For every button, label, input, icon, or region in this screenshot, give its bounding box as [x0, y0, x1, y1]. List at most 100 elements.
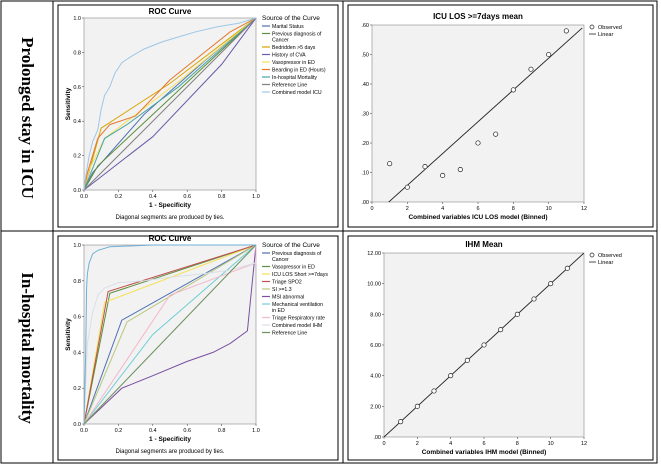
- y-tick-label: 6.00: [370, 343, 381, 349]
- observed-point: [498, 327, 504, 333]
- footnote: Diagonal segments are produced by ties.: [115, 215, 224, 221]
- y-tick-label: .40: [361, 82, 369, 88]
- legend-item-line: Cancer: [272, 38, 289, 44]
- legend-item-line: Vasopressor in ED: [272, 60, 315, 66]
- x-tick-label: 0.0: [80, 194, 88, 200]
- legend-item-line: Triage SPO2: [272, 280, 302, 286]
- y-tick-label: .00: [373, 435, 381, 441]
- legend-item-line: Mechanical ventilation: [272, 302, 323, 308]
- legend-item-line: Bearding in ED (Hours): [272, 68, 326, 74]
- legend-item-line: MSI abnormal: [272, 295, 304, 301]
- legend-item: History of CVA: [272, 53, 306, 59]
- x-tick-label: 0.6: [183, 194, 191, 200]
- x-tick-label: 1.0: [252, 194, 260, 200]
- observed-point: [398, 419, 404, 425]
- legend-item: ICU LOS Short >=7days: [272, 272, 328, 278]
- x-tick-label: 1.0: [252, 428, 260, 434]
- legend-item: Bearding in ED (Hours): [272, 68, 326, 74]
- roc-series-line: [83, 17, 257, 191]
- x-tick-label: 4: [449, 441, 452, 447]
- y-tick-label: 0.2: [73, 154, 81, 160]
- roc-series-line: [83, 17, 257, 191]
- legend-item: MSI abnormal: [272, 295, 304, 301]
- y-axis-label: Sensitivity: [65, 318, 72, 351]
- roc-series-line: [83, 245, 257, 425]
- y-tick-label: 2.00: [370, 404, 381, 410]
- observed-point: [422, 164, 428, 170]
- x-tick-label: 12: [581, 441, 587, 447]
- x-tick-label: 2: [416, 441, 419, 447]
- observed-point: [563, 28, 569, 34]
- roc-series-line: [83, 17, 257, 191]
- y-axis-label: Sensitivity: [65, 87, 72, 120]
- x-tick-label: 6: [476, 206, 479, 212]
- observed-point: [448, 373, 454, 379]
- legend-item: Observed: [598, 253, 622, 259]
- x-tick-label: 2: [406, 206, 409, 212]
- legend-item: Triage SPO2: [272, 280, 302, 286]
- observed-point: [510, 87, 516, 93]
- legend-item-line: ICU LOS Short >=7days: [272, 272, 328, 278]
- legend-item-line: Bedridden >5 days: [272, 45, 316, 51]
- y-tick-label: 1.0: [73, 16, 81, 22]
- x-tick-label: 0.4: [149, 428, 157, 434]
- roc-panel-icu: ROC Curve 0.00.0 0.2 0.2 0.4 0.4 0.6 0.6 0.8 0.8 1…: [57, 4, 339, 228]
- y-tick-label: 0.0: [73, 188, 81, 194]
- x-tick-label: 0: [382, 441, 385, 447]
- x-tick-label: 0.4: [149, 194, 157, 200]
- legend-item: SI >=1.3: [272, 287, 292, 293]
- chart-title: ICU LOS >=7days mean: [433, 12, 523, 21]
- x-axis-label: Combined variables ICU LOS model (Binned…: [408, 214, 547, 221]
- observed-point: [514, 311, 520, 317]
- y-tick-label: 0.2: [73, 386, 81, 392]
- legend-title: Source of the Curve: [262, 242, 320, 249]
- legend-item: Reference Line: [272, 331, 307, 337]
- legend-item-line: Marital Status: [272, 24, 304, 30]
- roc-series-line: [83, 244, 257, 425]
- observed-point: [531, 296, 537, 302]
- roc-series-line: [83, 244, 257, 425]
- x-tick-label: 6: [482, 441, 485, 447]
- y-tick-label: 0.4: [73, 119, 81, 125]
- observed-point: [414, 403, 420, 409]
- x-tick-label: 8: [516, 441, 519, 447]
- x-tick-label: 4: [441, 206, 444, 212]
- legend-item-line: Previous diagnosis of: [272, 32, 322, 38]
- legend-item: Observed: [598, 25, 622, 31]
- footnote: Diagonal segments are produced by ties.: [115, 449, 224, 455]
- roc-series-line: [83, 17, 257, 191]
- y-tick-label: 0.6: [73, 315, 81, 321]
- y-tick-label: 0.8: [73, 279, 81, 285]
- observed-point: [481, 342, 487, 348]
- legend-item: Reference Line: [272, 83, 307, 89]
- x-tick-label: 0.0: [80, 428, 88, 434]
- x-tick-label: 0.2: [115, 428, 123, 434]
- legend-item: Combined model ICU: [272, 90, 322, 96]
- row-label-icu: Prolonged stay in ICU: [18, 37, 37, 199]
- legend-item-line: Previous diagnosis of: [272, 251, 322, 257]
- y-tick-label: .00: [361, 200, 369, 206]
- x-tick-label: 0.2: [115, 194, 123, 200]
- observed-point: [404, 184, 410, 190]
- roc-series-line: [83, 244, 257, 425]
- roc-series-line: [83, 244, 257, 425]
- legend-item-line: Reference Line: [272, 83, 307, 89]
- y-tick-label: 0.4: [73, 350, 81, 356]
- observed-point: [493, 131, 499, 137]
- roc-series-line: [83, 244, 257, 425]
- roc-panel-mortality: ROC Curve 0.00.0 0.2 0.2 0.4 0.4 0.6 0.6 0.8 0.8 1…: [57, 234, 339, 461]
- observed-point: [440, 172, 446, 179]
- legend-item: Vasopressor in ED: [272, 265, 315, 271]
- legend-item: Previous diagnosis of Cancer: [272, 32, 322, 44]
- y-tick-label: .50: [361, 53, 369, 59]
- y-tick-label: 8.00: [370, 312, 381, 318]
- y-tick-label: 4.00: [370, 374, 381, 380]
- legend-item-line: Cancer: [272, 257, 289, 263]
- observed-point: [387, 161, 393, 167]
- roc-series-line: [83, 244, 257, 425]
- chart-title: IHM Mean: [465, 240, 502, 249]
- legend-item: Bedridden >5 days: [272, 45, 316, 51]
- legend-item: Previous diagnosis of Cancer: [272, 251, 322, 263]
